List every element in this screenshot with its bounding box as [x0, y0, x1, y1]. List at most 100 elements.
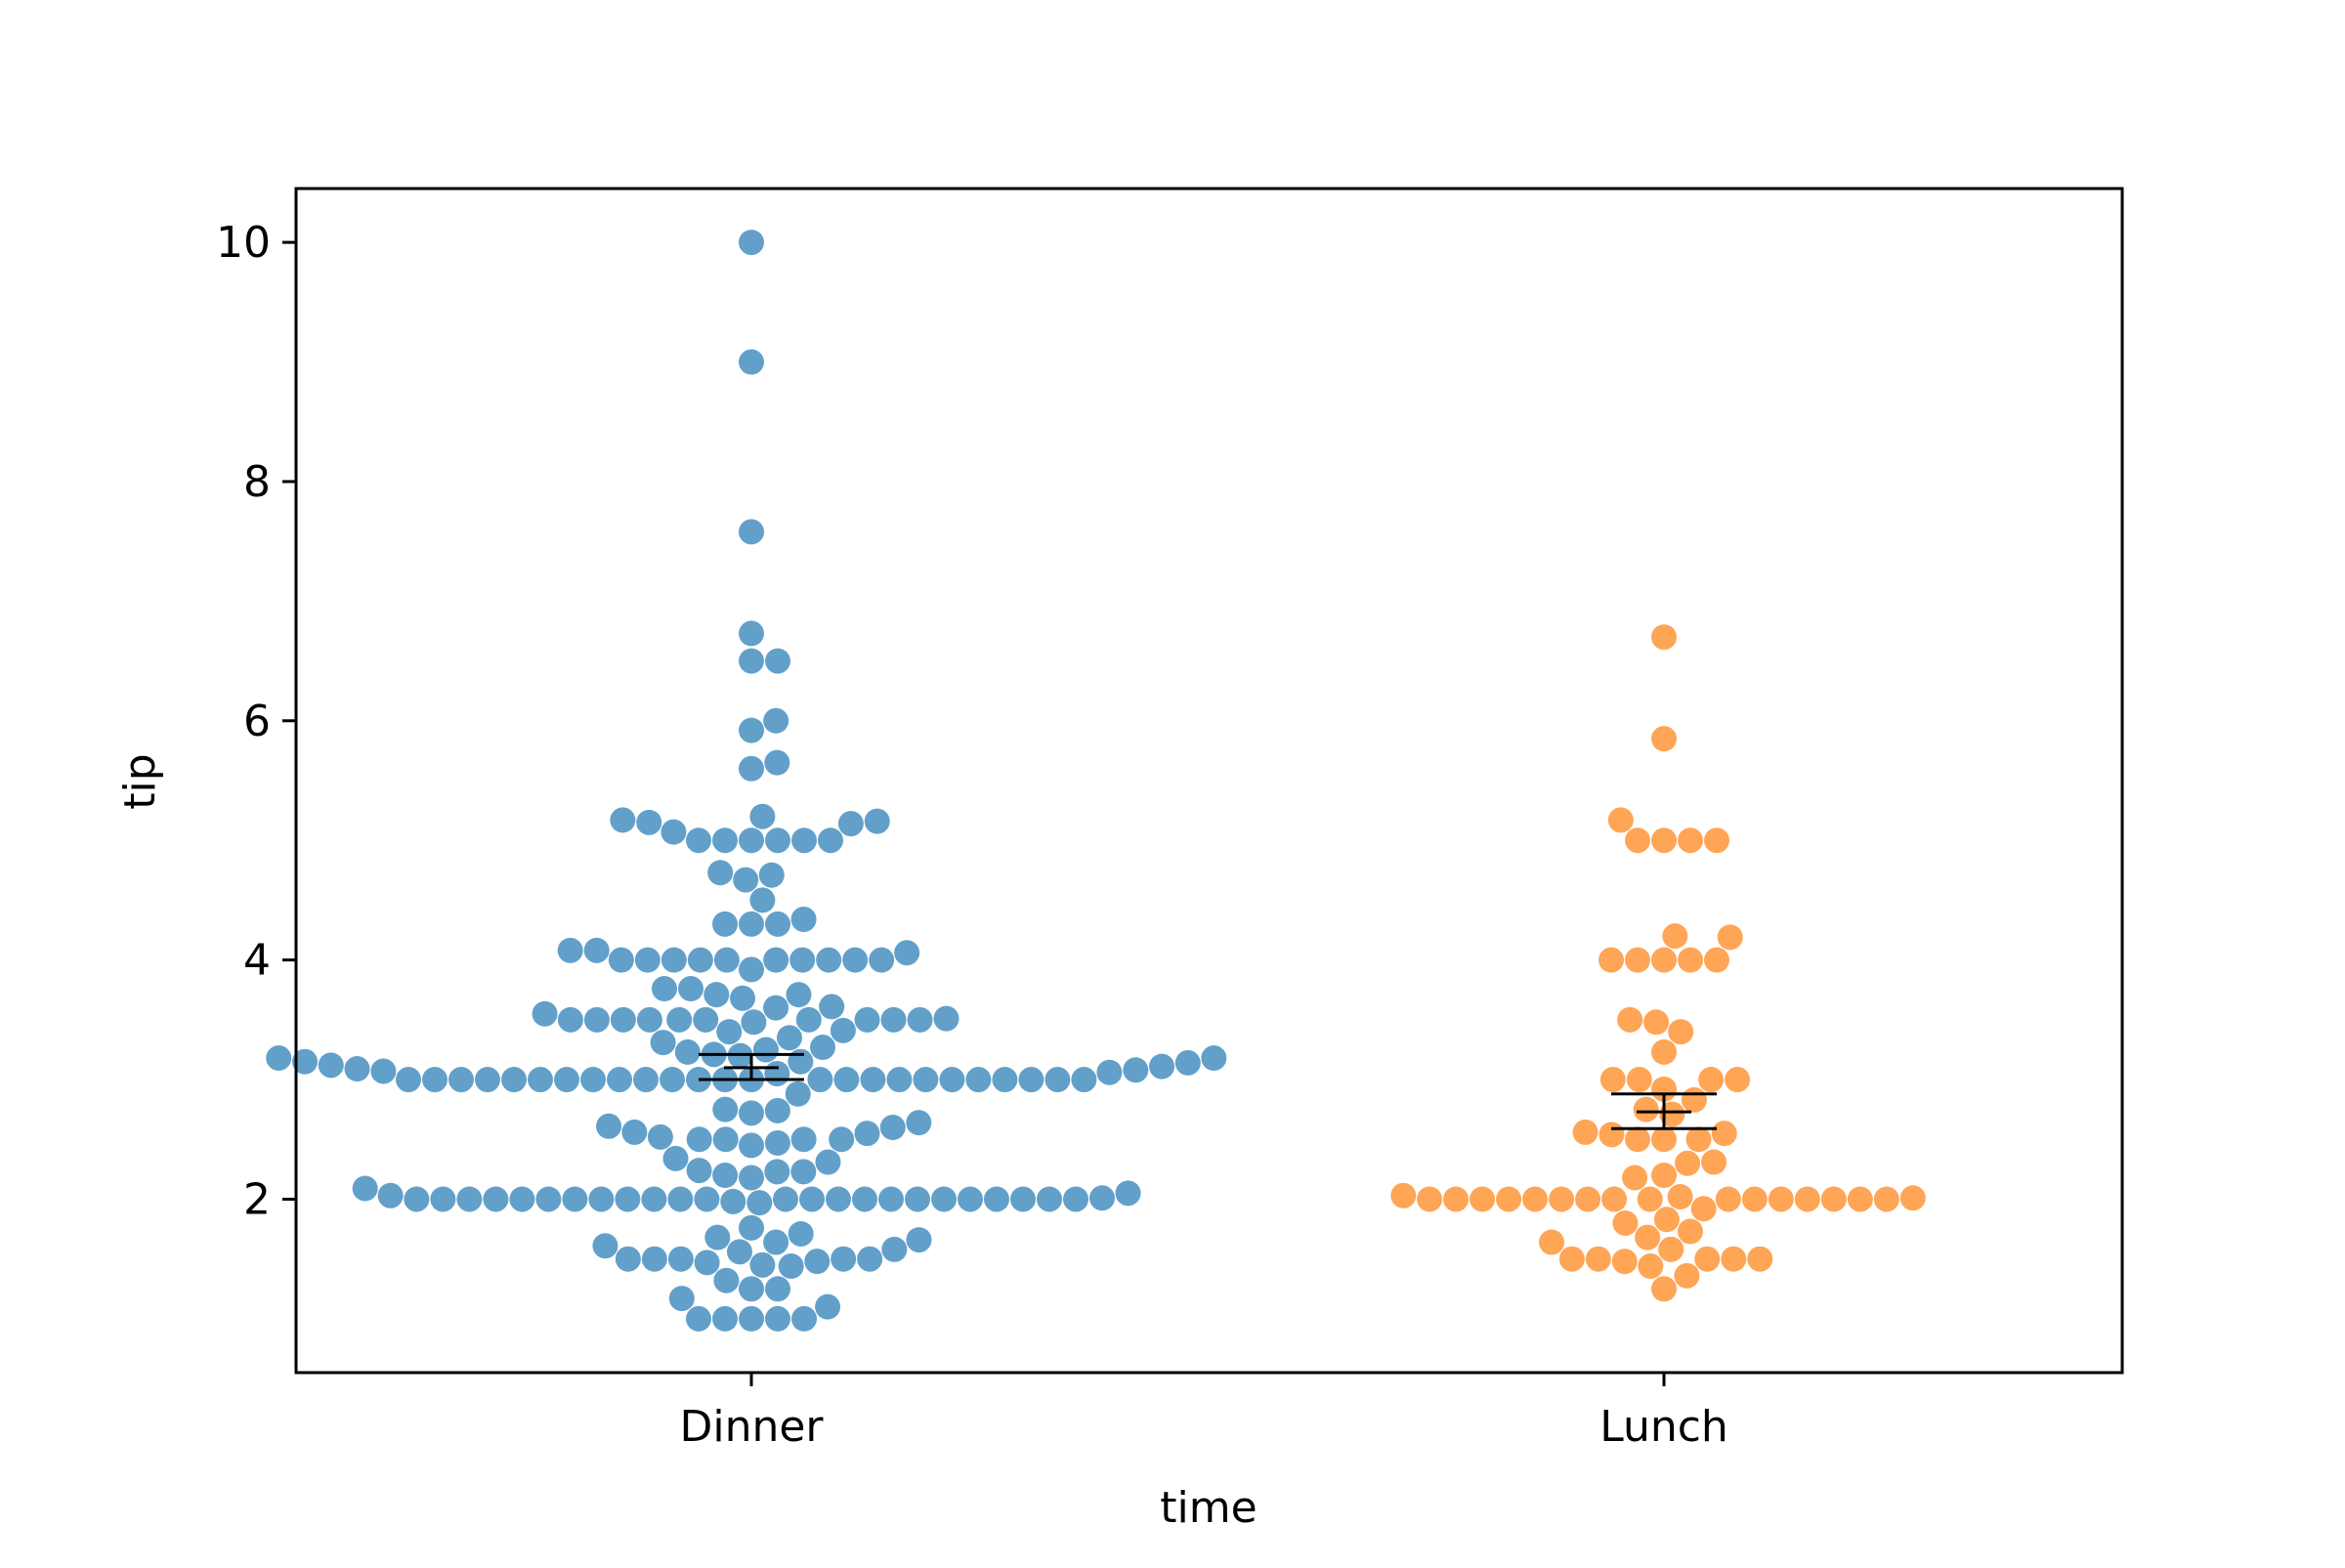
data-point-dinner: [790, 907, 817, 933]
data-point-lunch: [1794, 1186, 1820, 1212]
data-point-lunch: [1873, 1186, 1899, 1212]
data-point-dinner: [749, 1251, 776, 1278]
data-point-dinner: [668, 1286, 695, 1312]
data-point-dinner: [528, 1067, 553, 1093]
data-point-dinner: [733, 867, 759, 893]
data-point-dinner: [1123, 1057, 1149, 1083]
data-point-dinner: [370, 1058, 397, 1084]
data-point-dinner: [1009, 1186, 1036, 1212]
data-point-dinner: [641, 1246, 667, 1272]
data-point-dinner: [580, 1067, 606, 1093]
data-point-dinner: [790, 1126, 817, 1153]
data-point-dinner: [730, 985, 756, 1011]
data-point-lunch: [1625, 947, 1650, 973]
data-point-dinner: [712, 827, 738, 854]
data-point-dinner: [1201, 1045, 1227, 1072]
data-point-lunch: [1601, 1186, 1628, 1212]
data-point-lunch: [1651, 726, 1677, 752]
data-point-lunch: [1558, 1246, 1585, 1272]
data-point-dinner: [906, 1227, 932, 1253]
data-point-dinner: [815, 1149, 841, 1175]
data-point-dinner: [666, 1006, 693, 1033]
data-point-dinner: [687, 947, 713, 973]
data-point-lunch: [1390, 1182, 1417, 1208]
data-point-dinner: [788, 1220, 814, 1247]
data-point-lunch: [1698, 1067, 1725, 1093]
data-point-dinner: [881, 1236, 908, 1262]
y-tick-label: 2: [243, 1174, 271, 1224]
data-point-lunch: [1611, 1249, 1638, 1275]
data-point-dinner: [404, 1186, 430, 1212]
data-point-lunch: [1599, 947, 1624, 973]
data-point-dinner: [739, 1100, 764, 1126]
data-point-dinner: [1115, 1180, 1141, 1207]
data-point-lunch: [1585, 1246, 1611, 1272]
data-point-dinner: [786, 982, 812, 1008]
y-tick-label: 8: [243, 457, 271, 507]
data-point-dinner: [810, 1035, 836, 1061]
x-axis-ticks: Dinner Lunch: [679, 1373, 1728, 1452]
data-point-dinner: [763, 707, 789, 734]
data-point-lunch: [1443, 1186, 1470, 1212]
data-point-dinner: [377, 1182, 404, 1208]
data-point-dinner: [667, 1186, 694, 1212]
data-point-dinner: [651, 976, 677, 1002]
data-point-dinner: [746, 1190, 773, 1216]
data-point-dinner: [592, 1233, 618, 1259]
data-point-dinner: [804, 1249, 831, 1275]
data-point-lunch: [1549, 1186, 1575, 1212]
data-point-dinner: [819, 994, 845, 1020]
data-point-dinner: [739, 1132, 764, 1159]
data-point-dinner: [860, 1067, 886, 1093]
data-point-dinner: [562, 1186, 588, 1212]
data-point-dinner: [707, 860, 734, 886]
data-point-dinner: [352, 1175, 378, 1202]
data-point-dinner: [829, 1126, 855, 1153]
data-point-dinner: [765, 1276, 790, 1302]
data-point-lunch: [1638, 1253, 1664, 1280]
data-point-dinner: [752, 1037, 779, 1063]
data-point-dinner: [864, 808, 890, 834]
data-point-dinner: [1062, 1186, 1088, 1212]
data-point-dinner: [765, 911, 790, 937]
y-axis-ticks: 2 4 6 8 10: [216, 218, 296, 1224]
data-point-dinner: [704, 982, 730, 1008]
data-point-dinner: [837, 811, 864, 837]
data-point-lunch: [1717, 924, 1743, 951]
data-point-dinner: [739, 1214, 764, 1241]
data-point-lunch: [1625, 827, 1650, 854]
data-point-dinner: [712, 1163, 739, 1188]
data-point-lunch: [1496, 1186, 1522, 1212]
data-point-lunch: [1675, 1150, 1701, 1176]
data-point-dinner: [615, 1246, 641, 1272]
data-point-lunch: [1651, 624, 1677, 651]
data-point-dinner: [764, 749, 790, 776]
data-point-dinner: [292, 1048, 319, 1075]
data-point-dinner: [686, 1126, 712, 1153]
data-point-dinner: [778, 1253, 804, 1280]
data-point-lunch: [1653, 1207, 1680, 1233]
data-point-dinner: [739, 1276, 764, 1302]
data-point-lunch: [1522, 1186, 1549, 1212]
data-point-lunch: [1690, 1196, 1717, 1222]
data-point-dinner: [396, 1067, 421, 1093]
data-point-dinner: [610, 807, 636, 833]
data-point-lunch: [1701, 1149, 1727, 1175]
data-point-lunch: [1633, 1096, 1659, 1123]
data-point-dinner: [798, 1186, 825, 1212]
data-point-lunch: [1704, 827, 1729, 854]
data-point-lunch: [1768, 1186, 1794, 1212]
x-axis-label: time: [1160, 1483, 1257, 1533]
data-point-dinner: [1088, 1185, 1115, 1211]
data-point-dinner: [854, 1006, 880, 1033]
data-point-lunch: [1651, 827, 1677, 854]
data-point-lunch: [1599, 1067, 1626, 1093]
data-point-lunch: [1617, 1006, 1643, 1033]
data-point-dinner: [939, 1067, 965, 1093]
data-point-dinner: [557, 937, 583, 963]
data-point-dinner: [1096, 1059, 1123, 1085]
data-point-dinner: [661, 947, 687, 973]
data-point-lunch: [1599, 1122, 1625, 1148]
data-point-dinner: [501, 1067, 527, 1093]
